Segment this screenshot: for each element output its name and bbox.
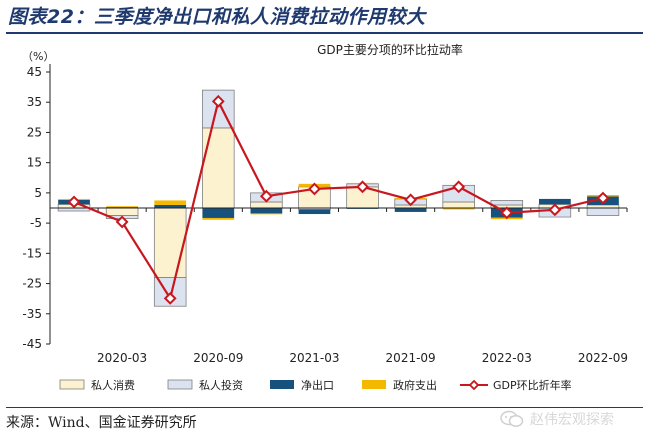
legend-label-2: 私人投资 [199, 378, 243, 392]
x-tick-label: 2020-09 [193, 351, 243, 365]
legend-label-5: GDP环比折年率 [493, 378, 572, 392]
watermark-text: 赵伟宏观探索 [530, 412, 614, 428]
watermark: 赵伟宏观探索 [500, 404, 645, 434]
gdp-point-2020-09 [211, 94, 225, 108]
bar-4-2020-06 [154, 200, 187, 205]
gdp-point-2022-06 [548, 203, 562, 217]
legend-swatch-1 [59, 379, 85, 390]
y-tick-label: -5 [30, 216, 42, 230]
bar-2-2022-03 [490, 200, 524, 206]
legend-marker [468, 379, 480, 391]
gdp-point-2022-03 [500, 206, 514, 220]
wechat-icon [500, 410, 524, 427]
y-tick-label: 15 [27, 156, 42, 170]
bar-4-2021-12 [442, 208, 475, 210]
gdp-point-2020-12 [259, 189, 273, 203]
bar-layer [57, 89, 620, 307]
gdp-point-2021-06 [356, 180, 369, 194]
legend-label-3: 净出口 [301, 378, 334, 392]
bar-3-2021-03 [298, 209, 331, 215]
gdp-line [73, 98, 604, 302]
y-tick-label: 25 [27, 125, 42, 139]
legend-swatch-2 [167, 379, 193, 390]
chart: 45 35 25 15 5 -5 -15 -25 -35 -45 2020-03 2020-09 202… [22, 42, 628, 392]
bar-3-2022-06 [539, 198, 571, 205]
bar-4-2022-06 [539, 217, 571, 218]
bottom-rule [6, 407, 643, 408]
y-tick-label: 35 [27, 95, 42, 109]
bar-1-2020-09 [202, 127, 235, 209]
legend: 私人消费 私人投资 净出口 政府支出 GDP环比折年率 [59, 378, 572, 392]
title-rule [6, 32, 643, 34]
y-tick-label: -45 [22, 337, 42, 351]
legend-label-4: 政府支出 [393, 378, 437, 392]
y-unit-label: （%） [22, 50, 54, 63]
gdp-point-2022-09 [596, 191, 610, 205]
bar-1-2021-12 [442, 201, 475, 209]
x-tick-label: 2021-09 [386, 351, 436, 365]
bar-3-2020-09 [202, 208, 235, 218]
legend-label-1: 私人消费 [91, 378, 135, 392]
gdp-point-2021-03 [308, 182, 321, 196]
gdp-point-2019-12 [67, 195, 81, 209]
bar-1-2020-06 [153, 207, 187, 278]
x-tick-label: 2021-03 [289, 351, 339, 365]
legend-swatch-3 [270, 380, 294, 389]
bar-3-2020-06 [154, 204, 187, 208]
y-tick-label: 5 [34, 186, 42, 200]
bar-2-2022-09 [586, 207, 620, 216]
bar-1-2020-12 [250, 201, 283, 209]
axis-layer: 45 35 25 15 5 -5 -15 -25 -35 -45 2020-03 2020-09 202… [22, 64, 628, 365]
bar-4-2020-09 [202, 217, 235, 220]
bar-4-2020-12 [250, 213, 283, 215]
chart-title: GDP主要分项的环比拉动率 [317, 42, 463, 57]
gdp-point-2021-09 [404, 193, 418, 207]
gdp-point-2021-12 [452, 180, 466, 194]
y-tick-label: -15 [22, 246, 42, 260]
y-tick-label: 45 [27, 65, 42, 79]
bar-3-2021-09 [394, 208, 427, 212]
figure-title: 图表22：三季度净出口和私人消费拉动作用较大 [8, 6, 426, 28]
y-tick-label: -35 [22, 307, 42, 321]
source-note: 来源：Wind、国金证券研究所 [6, 415, 197, 431]
x-tick-label: 2020-03 [97, 351, 147, 365]
gdp-point-2020-06 [163, 291, 177, 305]
x-tick-label: 2022-09 [578, 351, 628, 365]
line-layer [67, 94, 610, 305]
y-tick-label: -25 [22, 277, 42, 291]
bar-3-2020-12 [250, 208, 283, 214]
x-tick-label: 2022-03 [482, 351, 532, 365]
bar-1-2020-03 [105, 207, 139, 216]
legend-swatch-4 [362, 380, 386, 389]
gdp-point-2020-03 [115, 215, 129, 229]
bar-4-2020-03 [106, 206, 138, 208]
